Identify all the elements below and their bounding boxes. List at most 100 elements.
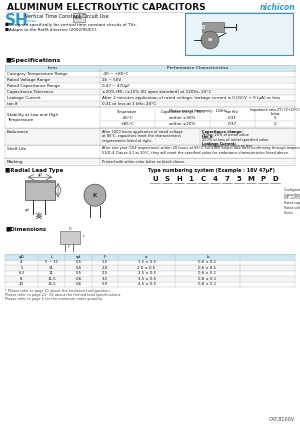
Text: ±20% (M), (±10% (K) upon standard) at 120Hz, 20°C: ±20% (M), (±10% (K) upon standard) at 12… bbox=[102, 90, 212, 94]
Bar bbox=[5, 260, 295, 265]
Text: 0.31 or less at 1 kHz, 20°C: 0.31 or less at 1 kHz, 20°C bbox=[102, 102, 156, 106]
Text: -40°C: -40°C bbox=[122, 116, 133, 120]
Text: Capacitance change:: Capacitance change: bbox=[202, 130, 243, 133]
Text: 0.5: 0.5 bbox=[75, 266, 82, 270]
Bar bbox=[5, 254, 295, 260]
Text: Capacitance Tolerance: Capacitance Tolerance bbox=[7, 90, 53, 94]
Text: 0.6: 0.6 bbox=[75, 283, 82, 286]
Text: 0.5: 0.5 bbox=[75, 272, 82, 275]
Text: F: F bbox=[38, 212, 40, 216]
Text: 5.0: 5.0 bbox=[102, 283, 108, 286]
Text: Stability at Low and High
Temperature: Stability at Low and High Temperature bbox=[7, 113, 58, 122]
Text: φd: φd bbox=[76, 255, 81, 259]
Text: 5: 5 bbox=[237, 176, 242, 182]
Bar bbox=[60, 231, 80, 244]
Text: Endurance: Endurance bbox=[7, 130, 29, 134]
Text: within ±30%: within ±30% bbox=[169, 116, 196, 120]
Text: -40 ~ +85°C: -40 ~ +85°C bbox=[102, 72, 128, 76]
Text: Vertical Time Constant Circuit Use: Vertical Time Constant Circuit Use bbox=[25, 14, 109, 19]
Bar bbox=[5, 282, 295, 287]
Text: Measurement frequency : 120Hz: Measurement frequency : 120Hz bbox=[169, 108, 226, 113]
Bar bbox=[5, 89, 295, 95]
Text: ■Dimensions: ■Dimensions bbox=[5, 226, 46, 231]
Bar bbox=[5, 128, 295, 145]
Text: ■Designed specifically for vertical time constant circuits of TVs.: ■Designed specifically for vertical time… bbox=[5, 23, 137, 27]
Text: 1.5 ± 0.5: 1.5 ± 0.5 bbox=[137, 261, 155, 264]
Text: tan δ(x): tan δ(x) bbox=[226, 110, 239, 114]
Text: a: a bbox=[145, 255, 148, 259]
Text: RoHS: RoHS bbox=[75, 15, 83, 20]
Text: 0.6 ± 0.1: 0.6 ± 0.1 bbox=[198, 261, 217, 264]
Text: 11.5: 11.5 bbox=[47, 277, 56, 281]
Bar bbox=[5, 107, 295, 128]
Text: 10: 10 bbox=[19, 283, 24, 286]
Text: Rated voltage (16V): Rated voltage (16V) bbox=[284, 206, 300, 210]
Text: 200% or less of initial specified value: 200% or less of initial specified value bbox=[202, 139, 268, 142]
Text: within ±20%: within ±20% bbox=[169, 122, 196, 126]
Text: 5: 5 bbox=[20, 266, 23, 270]
Text: 2.0: 2.0 bbox=[102, 266, 108, 270]
Text: 0.31: 0.31 bbox=[228, 116, 237, 120]
Text: L: L bbox=[83, 234, 85, 238]
Text: Performance Characteristics: Performance Characteristics bbox=[167, 66, 228, 70]
Text: 0.5: 0.5 bbox=[75, 261, 82, 264]
Text: Printed with white color letter on black sleeve.: Printed with white color letter on black… bbox=[102, 160, 185, 164]
Text: 11: 11 bbox=[49, 272, 54, 275]
Text: ■Specifications: ■Specifications bbox=[5, 58, 60, 63]
Bar bbox=[5, 145, 295, 158]
Text: +85°C: +85°C bbox=[121, 122, 134, 126]
Bar bbox=[25, 180, 55, 200]
Bar bbox=[5, 265, 295, 271]
Text: 4: 4 bbox=[212, 176, 217, 182]
Text: 4.5 ± 0.5: 4.5 ± 0.5 bbox=[137, 283, 155, 286]
Text: 6.3: 6.3 bbox=[18, 272, 25, 275]
Text: Rated Voltage Range: Rated Voltage Range bbox=[7, 78, 50, 82]
Text: Series: Series bbox=[284, 211, 294, 215]
Text: Shelf Life: Shelf Life bbox=[7, 147, 26, 151]
Text: F: F bbox=[104, 255, 106, 259]
Text: L: L bbox=[50, 255, 52, 259]
Text: 5 ~ 11: 5 ~ 11 bbox=[45, 261, 58, 264]
Bar bbox=[5, 83, 295, 89]
Bar bbox=[5, 158, 295, 165]
Text: K: K bbox=[93, 193, 97, 198]
Text: 5: 5 bbox=[274, 116, 276, 120]
Bar bbox=[202, 25, 205, 29]
Text: Initial specified value or less: Initial specified value or less bbox=[202, 144, 253, 148]
Text: S: S bbox=[164, 176, 169, 182]
Text: φD: φD bbox=[19, 255, 24, 259]
Text: M: M bbox=[248, 176, 254, 182]
Text: Temperature: Temperature bbox=[117, 110, 138, 114]
Text: Impedance ratio ZT / (Z+20°C) below: Impedance ratio ZT / (Z+20°C) below bbox=[250, 108, 300, 116]
Text: 8: 8 bbox=[20, 277, 23, 281]
Bar bbox=[5, 95, 295, 101]
Text: 0.8 ± 0.1: 0.8 ± 0.1 bbox=[198, 277, 217, 281]
Text: Capacitance change / 85°C: Capacitance change / 85°C bbox=[161, 110, 204, 114]
Text: 0.6 ± 0.1: 0.6 ± 0.1 bbox=[198, 266, 217, 270]
Text: 16 ~ 50V: 16 ~ 50V bbox=[102, 78, 121, 82]
Text: Within 20% of initial value: Within 20% of initial value bbox=[202, 133, 249, 136]
Bar bbox=[5, 101, 295, 107]
Text: 7: 7 bbox=[225, 176, 230, 182]
Text: 1: 1 bbox=[189, 176, 194, 182]
Text: series: series bbox=[25, 19, 37, 23]
Text: Marking: Marking bbox=[7, 160, 23, 164]
Bar bbox=[73, 13, 85, 22]
Text: Leakage Current: Leakage Current bbox=[7, 96, 41, 100]
Bar bbox=[5, 271, 295, 276]
Text: SH: SH bbox=[5, 13, 29, 28]
Circle shape bbox=[201, 31, 219, 49]
Text: ■Adapts to the RoHS directive (2002/95/EC).: ■Adapts to the RoHS directive (2002/95/E… bbox=[5, 28, 98, 32]
Text: 12.5: 12.5 bbox=[47, 283, 56, 286]
Text: 0.6: 0.6 bbox=[75, 277, 82, 281]
Text: 1.5: 1.5 bbox=[102, 261, 108, 264]
Text: SH: SH bbox=[207, 38, 213, 42]
Text: tan δ:: tan δ: bbox=[202, 136, 214, 139]
Text: Please refer to page 5 for the minimum order quantity.: Please refer to page 5 for the minimum o… bbox=[5, 297, 103, 301]
Text: (M: ±20%, K: ±10%): (M: ±20%, K: ±10%) bbox=[284, 196, 300, 200]
Text: CAT.8100V: CAT.8100V bbox=[269, 417, 295, 422]
Text: Leakage Current:: Leakage Current: bbox=[202, 142, 236, 145]
Text: After one year (104 inspections) within 20 hours at 85°C, for 4000 hours, and af: After one year (104 inspections) within … bbox=[102, 146, 300, 155]
Text: After 1000 hours application of rated voltage
at 85°C, capacitors meet the chara: After 1000 hours application of rated vo… bbox=[102, 130, 183, 143]
Bar bbox=[5, 71, 295, 77]
